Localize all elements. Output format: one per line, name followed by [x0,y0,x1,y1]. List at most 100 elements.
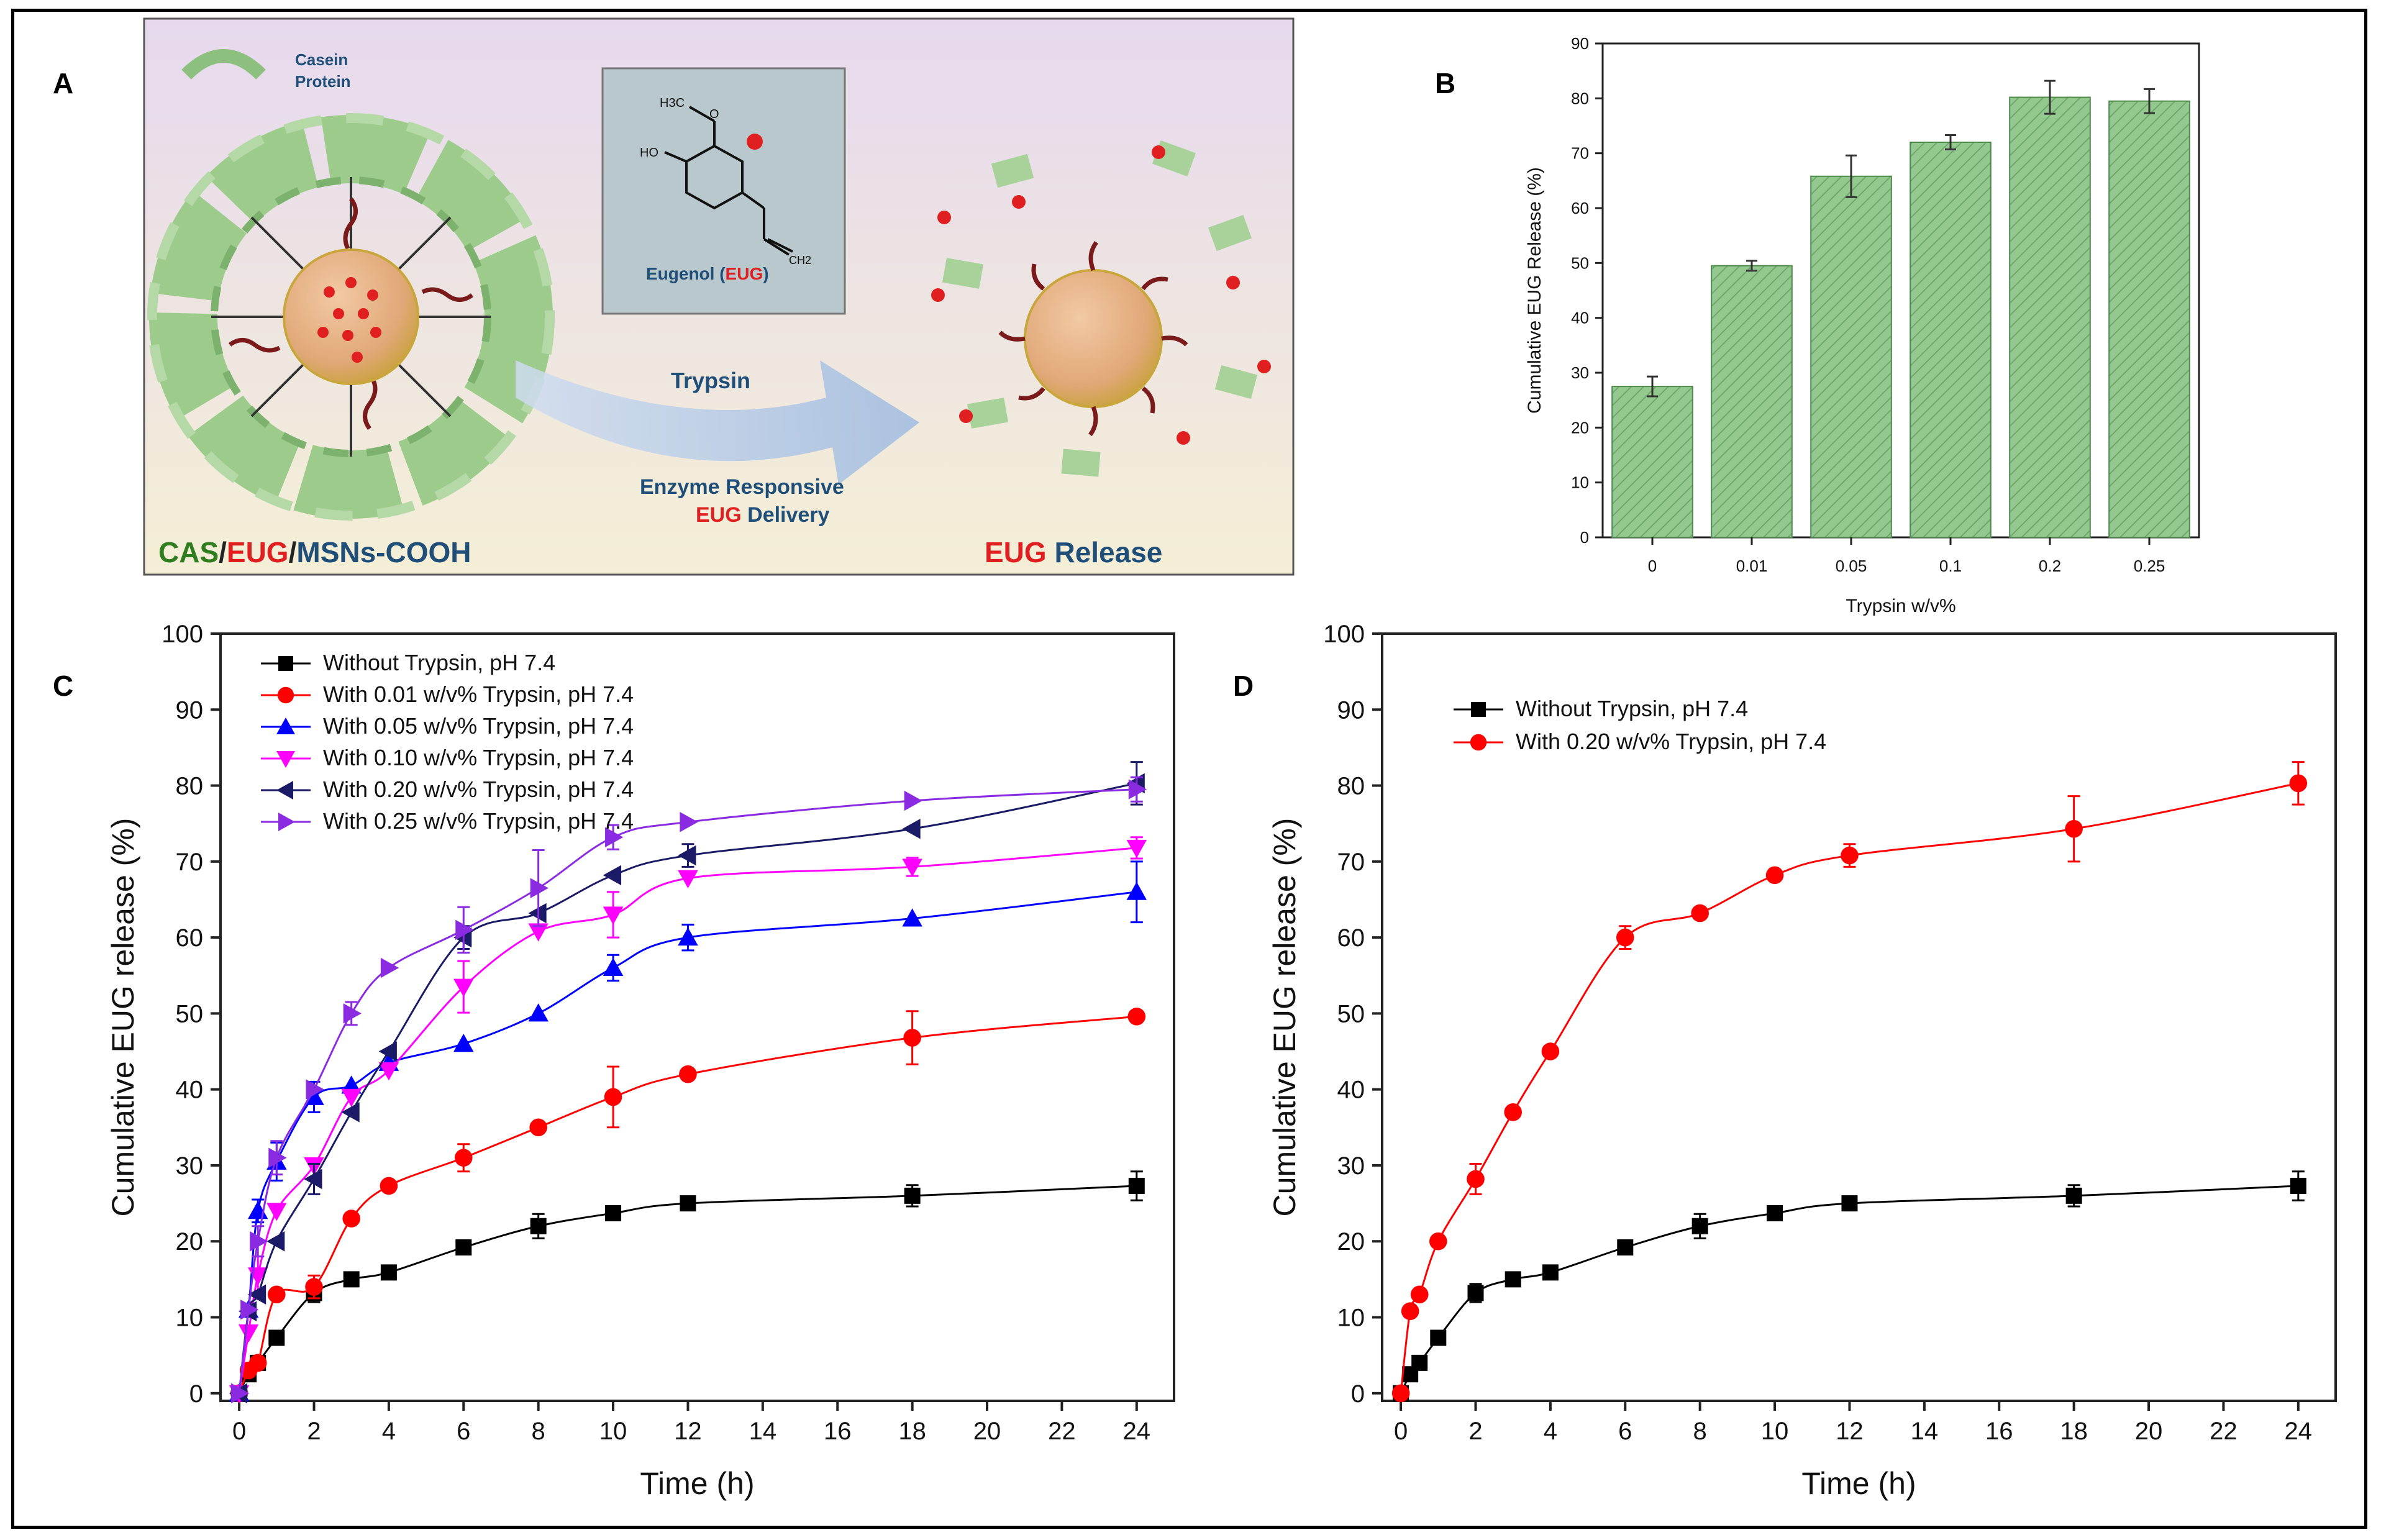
data-point-c [902,908,922,927]
ytick-label-b: 70 [1571,144,1589,163]
series-line-d [1400,782,2299,1393]
eugenol-payload [317,277,381,363]
data-point-c [453,978,474,997]
data-point-d [1841,846,1859,865]
ytick-label-b: 50 [1571,253,1589,272]
data-point-c [528,923,549,942]
data-point-c [678,870,698,888]
data-point-c [1128,779,1147,800]
data-point-c [528,903,547,924]
bar-b [1910,142,1992,538]
ytick-label-b: 30 [1571,363,1589,382]
legend-marker-d [1471,702,1486,717]
xtick-label-d: 2 [1468,1418,1482,1445]
ytick-label-d: 60 [1337,924,1365,952]
data-point-d [1616,928,1634,947]
data-point-c [454,1149,473,1167]
trypsin-label: Trypsin [671,368,750,393]
xtick-label-d: 0 [1394,1418,1408,1445]
plot-frame-c [219,632,1175,1402]
data-point-c [902,819,921,839]
enzyme-line: Enzyme Responsive [640,475,844,499]
bar-chart-b: 0 10 20 30 40 50 60 70 80 90 0 0.01 0.05 0.1 0.2 0.25 Tr… [1524,34,2200,616]
data-point-c [679,1065,697,1083]
data-point-c [603,906,624,925]
data-point-c [378,1041,397,1062]
data-point-c [304,1087,324,1105]
data-point-c [1127,1007,1146,1026]
linker-chains [211,177,491,457]
xtick-label-c: 22 [1048,1418,1076,1445]
data-point-d [1401,1302,1419,1321]
data-point-c [343,1003,362,1024]
ytick-label-d: 20 [1337,1228,1365,1255]
ytick-label-b: 80 [1571,89,1589,107]
ytick-label-b: 20 [1571,418,1589,437]
release-label: EUG Release [985,536,1162,568]
xtick-label-b: 0.2 [2039,557,2061,575]
legend-label-c: With 0.20 w/v% Trypsin, pH 7.4 [323,777,634,802]
xtick-label-c: 0 [232,1418,246,1445]
legend-marker-c [277,686,294,704]
legend-marker-c [278,813,295,831]
molecule-box [601,67,846,315]
xtick-label-d: 18 [2060,1418,2088,1445]
xtick-label-d: 4 [1544,1418,1557,1445]
legend-marker-c [278,656,293,671]
legend-label-c: With 0.10 w/v% Trypsin, pH 7.4 [323,745,634,770]
y-axis-title-d: Cumulative EUG release (%) [1267,818,1302,1217]
xtick-label-d: 16 [1985,1418,2013,1445]
xtick-label-b: 0.1 [1939,557,1962,575]
data-point-c [268,1147,287,1168]
data-point-c [903,1029,921,1047]
data-point-c [380,957,399,978]
legend-label-c: Without Trypsin, pH 7.4 [323,650,555,675]
data-point-c [341,1088,362,1108]
atom-terminal: CH2 [789,254,811,267]
data-point-c [904,790,922,811]
y-axis-title-c: Cumulative EUG release (%) [106,818,140,1217]
data-point-c [341,1102,360,1123]
data-point-d [1541,1042,1560,1060]
ytick-label-d: 90 [1337,696,1365,724]
data-point-c [268,1329,285,1346]
data-point-c [904,1187,921,1204]
legend-marker-c [276,781,293,800]
data-point-c [902,859,922,877]
data-point-c [304,1169,322,1190]
data-point-d [1691,1218,1708,1234]
data-point-c [240,1300,259,1320]
ytick-label-c: 60 [176,924,204,952]
data-point-d [1411,1354,1428,1371]
legend-marker-c [276,718,295,734]
series-line-c [238,891,1137,1393]
data-point-c [1126,882,1147,900]
atom-hydroxyl: HO [640,146,658,160]
bar-b [2108,100,2190,538]
xtick-label-c: 20 [973,1418,1001,1445]
ytick-label-d: 100 [1323,621,1365,648]
data-point-c [247,1284,266,1305]
data-point-d [1691,904,1709,923]
xtick-label-c: 2 [307,1418,321,1445]
ytick-label-c: 10 [176,1304,204,1331]
xtick-label-d: 8 [1693,1418,1707,1445]
legend-label-d: With 0.20 w/v% Trypsin, pH 7.4 [1516,729,1826,754]
data-point-c [678,927,698,946]
ytick-label-d: 10 [1337,1304,1365,1331]
xtick-label-d: 22 [2210,1418,2238,1445]
released-eugenol [931,145,1271,445]
panel-label-b: B [1435,67,1455,99]
bar-b [2009,96,2091,539]
series-line-c [238,1185,1137,1394]
ytick-label-c: 30 [176,1152,204,1180]
casein-label-1: Casein [295,50,348,69]
data-point-d [2065,819,2083,838]
trypsin-arrow [516,360,919,485]
data-point-c [250,1231,268,1252]
data-point-c [380,1177,398,1195]
molecule-label: Eugenol (EUG) [646,264,769,283]
